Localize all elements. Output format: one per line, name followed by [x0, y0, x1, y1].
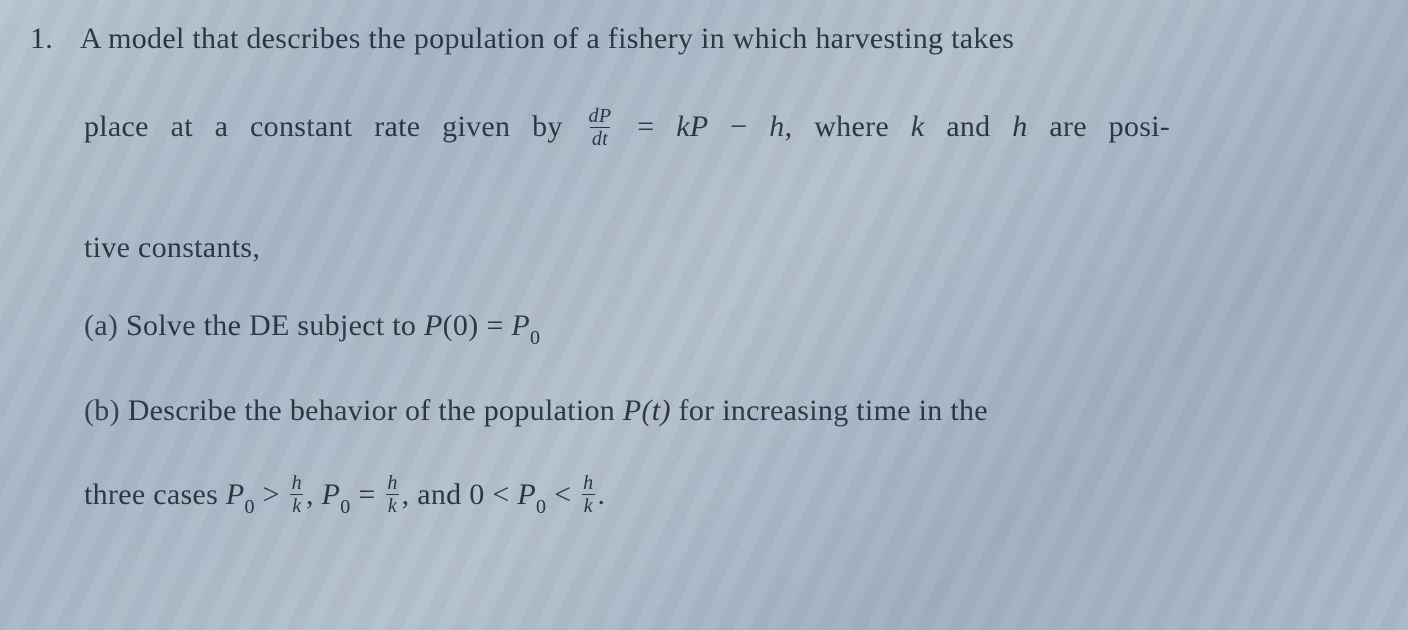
part-a-label: (a) — [84, 309, 118, 342]
case2-frac-h: h — [385, 473, 399, 494]
intro-text-2b: , where — [785, 110, 911, 143]
var-h: h — [1012, 110, 1027, 143]
case2-op: = — [351, 478, 384, 511]
part-b-t: (t) — [642, 394, 671, 427]
case1-frac-h: h — [290, 473, 304, 494]
part-a-text: Solve the DE subject to — [118, 309, 424, 342]
de-k: k — [676, 110, 690, 143]
de-h: h — [769, 110, 784, 143]
case3-frac-h: h — [581, 473, 595, 494]
part-b-cases-pre: three cases — [84, 478, 226, 511]
intro-and: and — [924, 110, 1012, 143]
case1-frac: hk — [290, 473, 304, 516]
case3-frac: hk — [581, 473, 595, 516]
part-b-P: P — [623, 394, 642, 427]
case3-sub: 0 — [536, 496, 546, 518]
de-frac-top: dP — [587, 106, 614, 127]
case1-op: > — [255, 478, 288, 511]
case3-op: < — [546, 478, 579, 511]
part-b-text-1: Describe the behavior of the population — [120, 394, 623, 427]
intro-text-1: A model that describes the population of… — [80, 22, 1014, 55]
case1-P: P — [226, 478, 245, 511]
part-a-P0-sub: 0 — [530, 327, 540, 349]
de-p: P — [690, 110, 709, 143]
part-a-zero: (0) = — [443, 309, 512, 342]
case3-P: P — [517, 478, 536, 511]
problem-line-2: place at a constant rate given by dPdt =… — [30, 106, 1378, 151]
case2-sub: 0 — [340, 496, 350, 518]
part-b-text-2: for increasing time in the — [671, 394, 988, 427]
de-frac-bot: dt — [590, 127, 610, 149]
case2-frac: hk — [385, 473, 399, 516]
de-equals: = — [615, 110, 676, 143]
part-a: (a) Solve the DE subject to P(0) = P0 — [30, 305, 1378, 350]
intro-text-2c: are posi- — [1028, 110, 1171, 143]
de-fraction: dPdt — [587, 106, 614, 149]
part-b-line-2: three cases P0 > hk, P0 = hk, and 0 < P0… — [30, 474, 1378, 519]
problem-number: 1. — [30, 18, 80, 60]
part-b-line-1: (b) Describe the behavior of the populat… — [30, 390, 1378, 432]
part-a-P0: P — [511, 309, 530, 342]
var-k: k — [911, 110, 925, 143]
case3-frac-k: k — [582, 494, 595, 516]
de-minus: − — [708, 110, 769, 143]
case2-frac-k: k — [386, 494, 399, 516]
case1-frac-k: k — [290, 494, 303, 516]
problem-line-1: 1.A model that describes the population … — [30, 18, 1378, 60]
part-b-label: (b) — [84, 394, 120, 427]
part-a-P: P — [424, 309, 443, 342]
case2-P: P — [322, 478, 341, 511]
intro-text-3: tive constants, — [84, 231, 260, 264]
intro-text-2a: place at a constant rate given by — [84, 110, 585, 143]
case1-sub: 0 — [245, 496, 255, 518]
sep2: , and 0 < — [402, 478, 518, 511]
problem-line-3: tive constants, — [30, 227, 1378, 269]
period: . — [597, 478, 605, 511]
sep1: , — [306, 478, 322, 511]
